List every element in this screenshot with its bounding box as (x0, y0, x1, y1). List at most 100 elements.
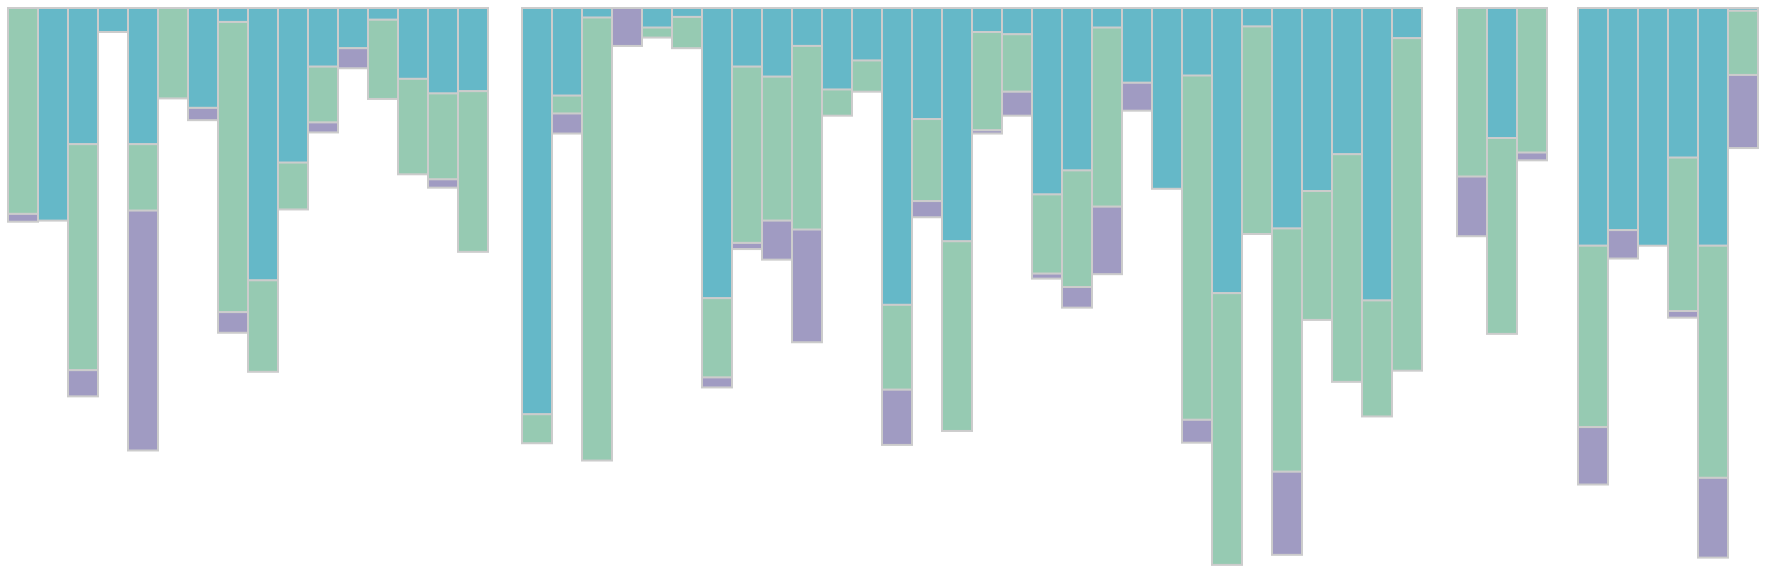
bar-g2-b23-green-segment (1181, 74, 1213, 421)
bar-g1-b3-green-segment (67, 143, 99, 372)
bar-g2-b12-green-segment (851, 59, 883, 93)
bar-g2-b2-green-segment (551, 94, 583, 115)
bar-g1-b9-green-segment (247, 279, 279, 373)
bar-g2-b17-green-segment (1001, 33, 1033, 93)
bar-g2-b19-green-segment (1061, 169, 1093, 289)
bar-g4-b5-green-segment (1697, 244, 1729, 479)
bar-g2-b14-purple-segment (911, 200, 943, 219)
bar-g1-b8-purple-segment (217, 311, 249, 334)
bar-g2-b18-blue-segment (1031, 7, 1063, 196)
bar-g2-b18-green-segment (1031, 193, 1063, 275)
bar-g4-b5-blue-segment (1697, 7, 1729, 247)
bar-g2-b21-purple-segment (1121, 81, 1153, 112)
bar-g2-b1-blue-segment (521, 7, 553, 416)
bar-g1-b3-purple-segment (67, 369, 99, 398)
bar-g1-b2-blue-segment (37, 7, 69, 222)
bar-g2-b24-green-segment (1211, 292, 1243, 566)
bar-g2-b6-blue-segment (671, 7, 703, 18)
bar-g1-b10-blue-segment (277, 7, 309, 164)
bar-g2-b10-purple-segment (791, 228, 823, 344)
bar-g2-b26-blue-segment (1271, 7, 1303, 230)
bar-g4-b2-purple-segment (1607, 229, 1639, 260)
bar-g2-b18-purple-segment (1031, 272, 1063, 280)
bar-g2-b27-blue-segment (1301, 7, 1333, 193)
bar-g1-b16-blue-segment (457, 7, 489, 93)
bar-g1-b7-purple-segment (187, 106, 219, 122)
bar-g2-b8-blue-segment (731, 7, 763, 68)
bar-g2-b8-green-segment (731, 65, 763, 244)
bar-g1-b13-green-segment (367, 18, 399, 100)
bar-g2-b25-blue-segment (1241, 7, 1273, 28)
bar-g4-b1-blue-segment (1577, 7, 1609, 247)
bar-g2-b16-blue-segment (971, 7, 1003, 33)
bar-g1-b8-green-segment (217, 20, 249, 314)
bar-g4-b6-purple-segment (1727, 73, 1759, 150)
bar-g2-b4-purple-segment (611, 7, 643, 47)
bar-g1-b15-purple-segment (427, 178, 459, 189)
bar-g2-b29-green-segment (1361, 299, 1393, 418)
bar-g1-b9-blue-segment (247, 7, 279, 282)
bar-g1-b8-blue-segment (217, 7, 249, 23)
bar-g2-b8-purple-segment (731, 241, 763, 251)
bar-g1-b14-green-segment (397, 77, 429, 176)
bar-g1-b11-purple-segment (307, 121, 339, 134)
bar-group-1 (7, 7, 489, 452)
plot-area (7, 7, 1759, 566)
bar-g2-b5-blue-segment (641, 7, 673, 29)
bar-g3-b2-green-segment (1486, 137, 1518, 335)
bar-g1-b14-blue-segment (397, 7, 429, 80)
bar-g2-b3-blue-segment (581, 7, 613, 19)
bar-g2-b28-green-segment (1331, 153, 1363, 383)
bar-g2-b20-green-segment (1091, 26, 1123, 208)
bar-g1-b13-blue-segment (367, 7, 399, 21)
bar-g1-b11-green-segment (307, 65, 339, 124)
bar-g2-b21-blue-segment (1121, 7, 1153, 84)
bar-g2-b26-green-segment (1271, 227, 1303, 473)
bar-g2-b23-purple-segment (1181, 418, 1213, 444)
bar-g2-b19-purple-segment (1061, 286, 1093, 309)
bar-g2-b7-green-segment (701, 297, 733, 379)
bar-g2-b20-purple-segment (1091, 205, 1123, 276)
bar-g3-b2-blue-segment (1486, 7, 1518, 140)
bar-g4-b1-green-segment (1577, 244, 1609, 429)
bar-g2-b2-blue-segment (551, 7, 583, 97)
bar-g2-b16-purple-segment (971, 129, 1003, 135)
bar-g1-b5-blue-segment (127, 7, 159, 146)
bar-g1-b16-green-segment (457, 90, 489, 253)
bar-g1-b6-green-segment (157, 7, 189, 100)
bar-g1-b10-green-segment (277, 161, 309, 211)
bar-g1-b3-blue-segment (67, 7, 99, 146)
bar-g2-b26-purple-segment (1271, 470, 1303, 556)
bar-g2-b7-purple-segment (701, 376, 733, 389)
bar-g2-b1-green-segment (521, 413, 553, 445)
bar-g1-b5-green-segment (127, 143, 159, 212)
bar-g2-b14-green-segment (911, 118, 943, 203)
bar-g2-b13-green-segment (881, 303, 913, 391)
bar-g2-b6-green-segment (671, 15, 703, 50)
bar-g2-b29-blue-segment (1361, 7, 1393, 302)
bar-g2-b10-blue-segment (791, 7, 823, 47)
bar-g4-b3-blue-segment (1637, 7, 1669, 247)
bar-g3-b1-green-segment (1456, 7, 1488, 178)
bar-g1-b4-blue-segment (97, 7, 129, 33)
bar-g3-b3-purple-segment (1516, 151, 1548, 162)
bar-g2-b11-blue-segment (821, 7, 853, 91)
bar-g2-b22-blue-segment (1151, 7, 1183, 190)
bar-group-4 (1577, 7, 1759, 559)
bar-g1-b15-blue-segment (427, 7, 459, 95)
bar-g4-b1-purple-segment (1577, 426, 1609, 486)
bar-g2-b25-green-segment (1241, 25, 1273, 235)
bar-g2-b30-blue-segment (1391, 7, 1423, 40)
bar-g2-b12-blue-segment (851, 7, 883, 62)
bar-g2-b30-green-segment (1391, 37, 1423, 372)
bar-g3-b3-green-segment (1516, 7, 1548, 154)
bar-g2-b9-green-segment (761, 75, 793, 222)
bar-g4-b5-purple-segment (1697, 476, 1729, 559)
bar-g1-b1-green-segment (7, 7, 39, 215)
bar-g2-b9-purple-segment (761, 219, 793, 261)
bar-g3-b1-purple-segment (1456, 175, 1488, 238)
bar-g2-b24-blue-segment (1211, 7, 1243, 295)
bar-g1-b7-blue-segment (187, 7, 219, 109)
bar-group-3 (1456, 7, 1548, 335)
